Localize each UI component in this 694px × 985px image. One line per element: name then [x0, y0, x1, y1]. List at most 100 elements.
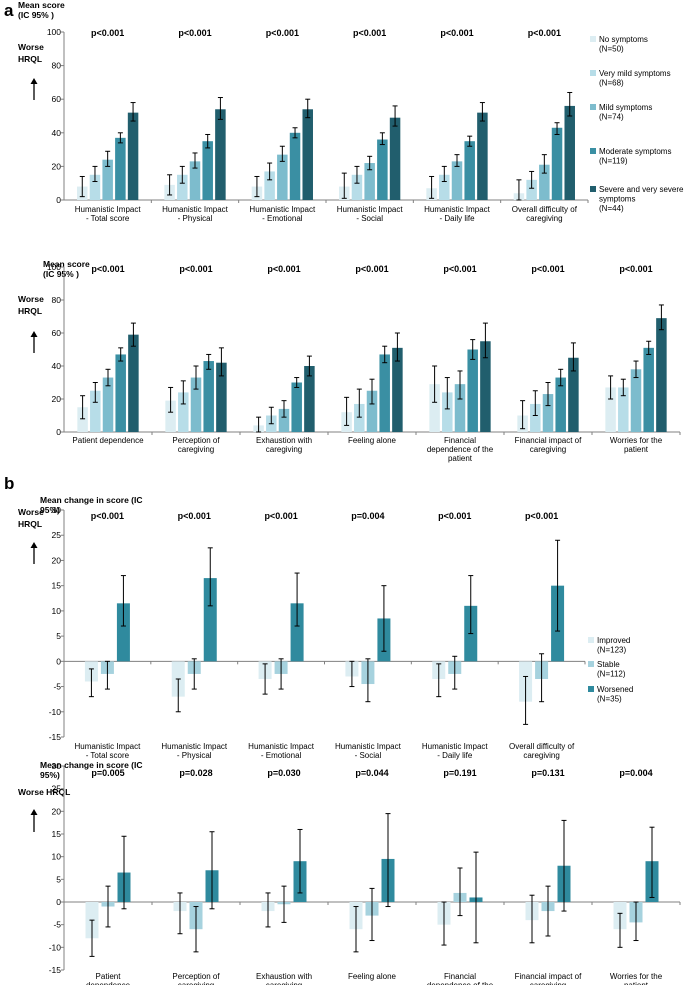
p-value-label: p<0.001: [619, 264, 652, 274]
legend-label: (N=50): [599, 45, 624, 54]
chart-a: Mean score(IC 95% ) Worse HRQL 0 20 40 60 80 100…: [18, 0, 684, 223]
p-value-label: p=0.030: [267, 768, 300, 778]
category-label: Perception of: [172, 972, 220, 981]
bar: [177, 174, 188, 200]
bar: [551, 127, 563, 200]
bar: [643, 347, 654, 432]
y-axis-title: (IC 95% ): [43, 269, 79, 279]
p-value-label: p=0.004: [351, 511, 384, 521]
category-label: Patient dependence: [72, 436, 144, 445]
bar: [128, 334, 139, 432]
category-label: Patient: [96, 972, 122, 981]
category-label: dependence: [86, 981, 131, 985]
bar: [127, 112, 139, 200]
y-axis-title: 95%): [40, 505, 60, 515]
bar: [530, 403, 541, 432]
bar: [216, 362, 227, 432]
bar: [277, 154, 288, 200]
category-label: Feeling alone: [348, 436, 397, 445]
p-value-label: p=0.191: [443, 768, 476, 778]
category-label: - Physical: [178, 214, 213, 223]
y-axis-title: Mean change in score (IC: [40, 495, 143, 505]
bar: [555, 377, 566, 432]
worse-hrql-annotation: HRQL: [18, 306, 42, 316]
category-label: Financial impact of: [515, 972, 582, 981]
y-tick-label: 0: [56, 656, 61, 666]
p-value-label: p<0.001: [440, 28, 473, 38]
category-label: - Social: [356, 214, 383, 223]
bar: [480, 341, 491, 432]
category-label: caregiving: [530, 445, 566, 454]
y-tick-label: -10: [49, 707, 62, 717]
category-label: Financial impact of: [515, 436, 582, 445]
up-arrow-head-icon: [30, 78, 38, 84]
bar: [90, 390, 101, 432]
y-tick-label: 5: [56, 631, 61, 641]
category-label: Humanistic Impact: [161, 742, 228, 751]
legend-label: Stable: [597, 660, 620, 669]
y-tick-label: 40: [52, 361, 62, 371]
legend-label: (N=123): [597, 646, 626, 655]
bar: [304, 366, 315, 432]
y-tick-label: 0: [56, 427, 61, 437]
panel-label-b: b: [4, 474, 14, 493]
legend-swatch: [590, 148, 596, 154]
p-value-label: p<0.001: [531, 264, 564, 274]
legend-swatch: [588, 661, 594, 667]
p-value-label: p<0.001: [443, 264, 476, 274]
bar: [102, 377, 114, 432]
bar: [302, 109, 313, 200]
category-label: Perception of: [172, 436, 220, 445]
y-tick-label: 20: [52, 394, 62, 404]
bar: [364, 163, 375, 200]
bar: [618, 387, 629, 432]
p-value-label: p=0.044: [355, 768, 388, 778]
bar: [77, 407, 88, 432]
bar: [379, 354, 390, 432]
legend-label: (N=119): [599, 157, 628, 166]
y-tick-label: 0: [56, 195, 61, 205]
category-label: caregiving: [526, 214, 562, 223]
bar: [377, 139, 388, 200]
category-label: Humanistic Impact: [424, 205, 491, 214]
y-tick-label: 5: [56, 874, 61, 884]
category-label: - Total score: [86, 214, 130, 223]
legend-label: No symptoms: [599, 35, 648, 44]
y-tick-label: 60: [52, 94, 62, 104]
category-label: Humanistic Impact: [337, 205, 404, 214]
up-arrow-head-icon: [30, 542, 38, 548]
bar: [115, 137, 126, 200]
bar: [542, 394, 554, 432]
y-tick-label: -10: [49, 942, 62, 952]
legend-label: (N=112): [597, 670, 626, 679]
category-label: Humanistic Impact: [75, 205, 142, 214]
legend-label: Improved: [597, 636, 630, 645]
worse-hrql-annotation: HRQL: [18, 54, 42, 64]
y-axis-title: (IC 95% ): [18, 10, 54, 20]
bar: [442, 392, 453, 432]
y-tick-label: -5: [53, 920, 61, 930]
p-value-label: p<0.001: [528, 28, 561, 38]
legend-label: Very mild symptoms: [599, 69, 671, 78]
category-label: - Emotional: [261, 751, 302, 760]
legend-label: Mild symptoms: [599, 103, 652, 112]
up-arrow-head-icon: [30, 331, 38, 337]
bar: [439, 174, 450, 200]
legend-label: Moderate symptoms: [599, 147, 671, 156]
category-label: Humanistic Impact: [162, 205, 229, 214]
y-axis-title: Mean score: [18, 0, 65, 10]
bar: [264, 171, 275, 200]
bar: [115, 354, 126, 432]
bar: [291, 382, 302, 432]
bar: [366, 390, 378, 432]
y-tick-label: 25: [52, 784, 62, 794]
y-tick-label: 30: [52, 505, 62, 515]
bar: [630, 369, 642, 432]
bar: [290, 603, 304, 662]
bar: [351, 174, 363, 200]
bar: [203, 578, 217, 662]
y-tick-label: 20: [52, 161, 62, 171]
category-label: - Emotional: [262, 214, 303, 223]
legend-swatch: [588, 686, 594, 692]
